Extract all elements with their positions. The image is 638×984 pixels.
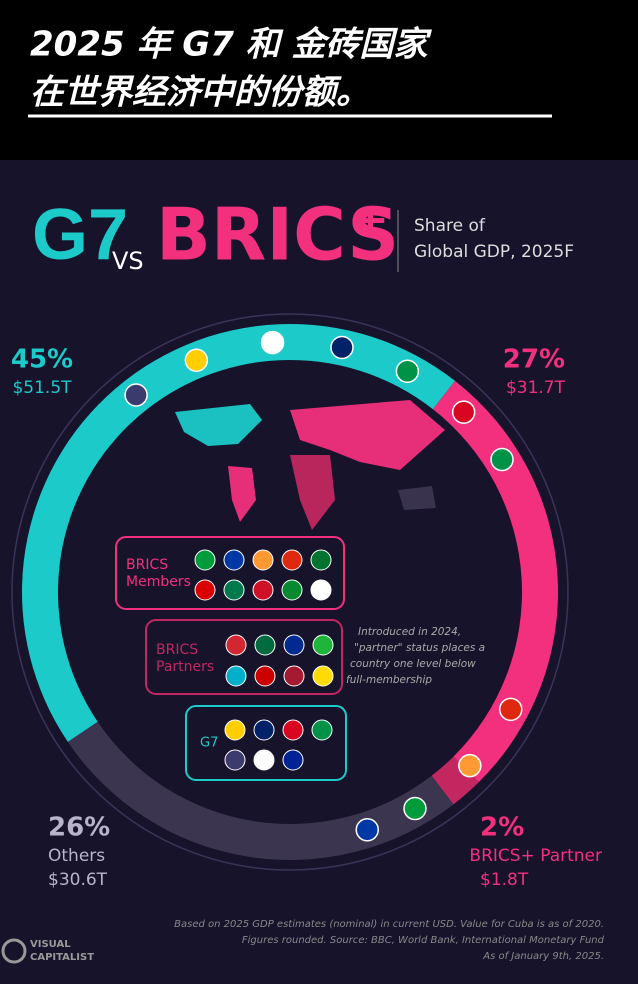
donut-segment — [432, 380, 558, 783]
value-label: 27% — [503, 345, 565, 375]
amount-label: $51.5T — [12, 378, 72, 398]
source: Based on 2025 GDP estimates (nominal) in… — [174, 919, 604, 930]
title-line: 在世界经济中的份额。 — [30, 73, 370, 113]
value-label: 2% — [480, 813, 524, 843]
group-box — [145, 619, 343, 695]
logo-text: CAPITALIST — [30, 952, 94, 963]
flag — [260, 330, 285, 355]
flag — [252, 579, 274, 601]
map-africa — [290, 455, 335, 530]
group-box — [185, 705, 347, 781]
amount-label: $30.6T — [48, 870, 108, 890]
flag — [498, 697, 523, 722]
world-map — [175, 400, 445, 530]
flag — [225, 665, 247, 687]
flag — [282, 749, 304, 771]
logo-mark — [1, 938, 27, 964]
flag — [403, 796, 427, 821]
flag — [224, 719, 246, 741]
title-line: 2025 年 G7 和 金砖国家 — [30, 25, 433, 65]
logo-text: VISUAL — [30, 939, 71, 950]
amount-label: $31.7T — [506, 378, 566, 398]
category-label: Others — [48, 846, 105, 866]
flag — [194, 549, 216, 571]
source: Figures rounded. Source: BBC, World Bank… — [242, 935, 605, 946]
flag — [355, 818, 380, 842]
flag — [124, 383, 148, 407]
flag — [310, 579, 332, 601]
value-label: 26% — [48, 813, 110, 843]
value-label: 45% — [11, 345, 73, 375]
flag — [283, 665, 305, 687]
flag — [225, 634, 247, 656]
flag — [312, 665, 334, 687]
flag — [253, 719, 275, 741]
group-label: BRICS — [156, 642, 198, 658]
subtitle: Share of — [414, 216, 486, 236]
map-eurasia — [290, 400, 445, 470]
map-australia — [398, 486, 436, 510]
flag — [282, 719, 304, 741]
flag — [310, 549, 332, 571]
category-label: BRICS+ Partner — [469, 846, 602, 866]
subtitle: Global GDP, 2025F — [414, 242, 574, 262]
flag — [283, 634, 305, 656]
source: As of January 9th, 2025. — [482, 951, 604, 962]
flag — [458, 753, 482, 778]
heading-brics: BRICS — [156, 193, 399, 277]
group-label: G7 — [200, 736, 218, 751]
note: Introduced in 2024, — [358, 626, 461, 638]
flag — [254, 665, 276, 687]
flags — [124, 330, 523, 842]
heading-vs: VS — [112, 247, 144, 275]
flag — [184, 348, 209, 372]
note: country one level below — [350, 658, 476, 670]
flag — [490, 447, 514, 472]
heading-g7: G7 — [32, 195, 128, 275]
group-label: Members — [126, 574, 191, 590]
map-south-america — [228, 466, 256, 522]
note: full-membership — [346, 674, 432, 686]
ring-outline — [11, 313, 569, 871]
flag — [312, 634, 334, 656]
flag — [223, 549, 245, 571]
donut-segment — [431, 756, 479, 805]
flag — [253, 749, 275, 771]
group-label: Partners — [156, 659, 214, 675]
amount-label: $1.8T — [480, 870, 529, 890]
flag — [224, 749, 246, 771]
flag — [281, 549, 303, 571]
map-north-america — [175, 404, 262, 446]
flag — [311, 719, 333, 741]
flag — [395, 359, 420, 384]
flag — [223, 579, 245, 601]
flag — [451, 400, 476, 424]
flag — [254, 634, 276, 656]
flag — [194, 579, 216, 601]
group-box — [115, 536, 345, 610]
heading-plus: + — [352, 194, 389, 245]
flag — [330, 335, 354, 360]
group-label: BRICS — [126, 557, 168, 573]
flag — [281, 579, 303, 601]
note: "partner" status places a — [354, 642, 485, 654]
flag — [252, 549, 274, 571]
